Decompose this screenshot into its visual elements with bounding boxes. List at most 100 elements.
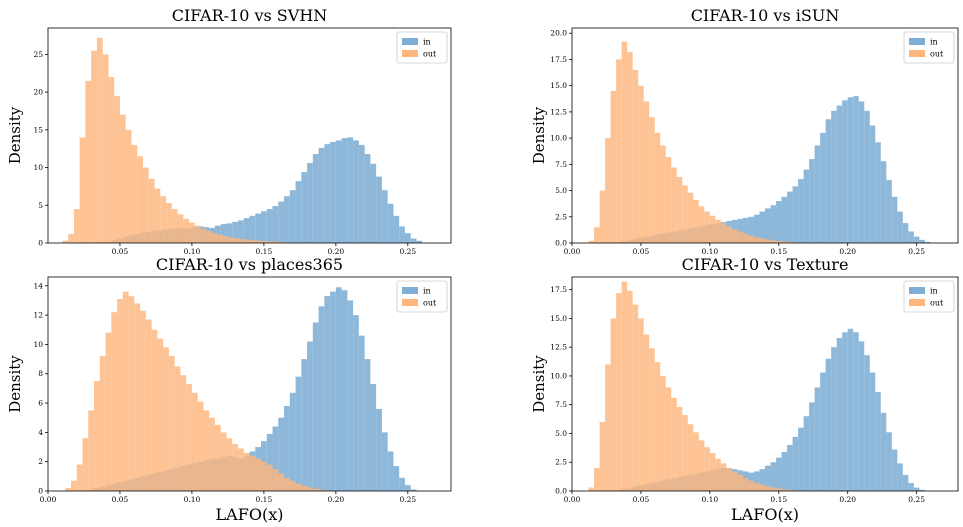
bar-in bbox=[307, 163, 313, 243]
bar-out bbox=[278, 473, 285, 491]
bar-out bbox=[163, 347, 169, 491]
bar-in bbox=[330, 141, 336, 243]
bar-in bbox=[278, 417, 285, 491]
bar-out bbox=[258, 240, 264, 243]
y-tick-label: 7.5 bbox=[555, 400, 567, 409]
bar-in bbox=[410, 238, 417, 243]
bar-out bbox=[203, 410, 210, 491]
bar-out bbox=[301, 485, 308, 491]
bar-in bbox=[347, 300, 354, 491]
bar-out bbox=[166, 203, 172, 243]
bar-in bbox=[272, 426, 279, 491]
bar-in bbox=[759, 469, 765, 491]
y-tick-label: 5.0 bbox=[555, 429, 567, 438]
y-tick-label: 10 bbox=[33, 340, 43, 349]
bar-in bbox=[358, 335, 365, 491]
axes-frame bbox=[571, 276, 959, 492]
bar-out bbox=[605, 138, 611, 243]
bar-out bbox=[206, 230, 213, 243]
bar-out bbox=[307, 487, 313, 491]
bar-out bbox=[610, 90, 617, 244]
y-tick-label: 10.0 bbox=[550, 371, 567, 380]
bar-in bbox=[387, 203, 394, 243]
bar-in bbox=[376, 408, 382, 491]
bar-out bbox=[134, 303, 141, 491]
bar-in bbox=[335, 287, 342, 491]
bar-out bbox=[748, 480, 754, 491]
bar-in bbox=[908, 482, 914, 491]
bar-in bbox=[410, 489, 417, 491]
bar-out bbox=[119, 114, 126, 243]
bar-out bbox=[312, 488, 319, 491]
bar-out bbox=[263, 241, 270, 243]
bar-in bbox=[318, 147, 325, 243]
bar-out bbox=[682, 185, 688, 243]
y-tick-label: 0 bbox=[38, 239, 43, 248]
subplot-title: CIFAR-10 vs places365 bbox=[156, 255, 343, 274]
legend-swatch-out bbox=[909, 299, 925, 306]
legend-label-out: out bbox=[423, 299, 437, 308]
bar-out bbox=[79, 137, 86, 243]
bar-out bbox=[189, 222, 195, 243]
bar-in bbox=[370, 163, 377, 243]
x-tick-label: 0.25 bbox=[399, 247, 416, 256]
x-tick-label: 0.00 bbox=[564, 247, 581, 256]
x-tick-label: 0.25 bbox=[399, 495, 416, 504]
x-tick-label: 0.10 bbox=[184, 495, 201, 504]
bar-in bbox=[880, 161, 887, 243]
bar-out bbox=[616, 59, 622, 244]
bar-out bbox=[621, 281, 628, 491]
bar-out bbox=[91, 50, 97, 244]
bar-out bbox=[229, 237, 236, 243]
bar-out bbox=[599, 421, 606, 491]
x-tick-label: 0.00 bbox=[564, 495, 581, 504]
bar-out bbox=[255, 458, 262, 491]
bar-in bbox=[324, 144, 331, 243]
bar-out bbox=[252, 240, 259, 243]
bar-out bbox=[272, 469, 279, 491]
bar-in bbox=[924, 241, 931, 243]
y-tick-label: 12.5 bbox=[550, 343, 567, 352]
x-tick-label: 0.10 bbox=[184, 247, 201, 256]
bar-in bbox=[803, 169, 810, 243]
bar-in bbox=[312, 322, 319, 491]
bar-out bbox=[171, 209, 178, 243]
bar-in bbox=[803, 416, 810, 491]
bar-in bbox=[831, 347, 837, 491]
subplot-3: 0.00 0.05 0.10 0.15 0.20 0.25 0 2 4 6 8 10 12 14 CIFAR… bbox=[6, 255, 452, 524]
bar-in bbox=[858, 101, 865, 243]
y-tick-label: 17.5 bbox=[550, 55, 567, 64]
x-tick-label: 0.20 bbox=[839, 247, 856, 256]
bar-in bbox=[353, 315, 359, 491]
bar-out bbox=[726, 226, 732, 243]
legend-label-out: out bbox=[930, 299, 944, 308]
bar-out bbox=[85, 80, 92, 244]
bar-out bbox=[214, 425, 221, 491]
bar-out bbox=[759, 484, 765, 491]
bar-in bbox=[301, 172, 308, 243]
bar-out bbox=[720, 223, 727, 243]
bar-in bbox=[284, 405, 290, 491]
bar-in bbox=[347, 137, 354, 243]
bar-in bbox=[335, 140, 342, 243]
bar-out bbox=[266, 464, 273, 491]
y-tick-label: 15 bbox=[33, 125, 43, 134]
y-tick-label: 4 bbox=[38, 428, 43, 437]
bar-out bbox=[649, 117, 655, 243]
bar-out bbox=[770, 487, 777, 491]
bar-out bbox=[671, 397, 677, 491]
bar-out bbox=[114, 95, 120, 243]
bar-out bbox=[687, 424, 694, 491]
legend-swatch-in bbox=[909, 38, 925, 45]
bar-out bbox=[676, 176, 683, 243]
bar-out bbox=[191, 392, 198, 491]
bar-in bbox=[307, 341, 313, 491]
bar-out bbox=[599, 190, 606, 243]
bar-out bbox=[742, 478, 749, 491]
bar-out bbox=[209, 417, 215, 491]
x-tick-label: 0.15 bbox=[770, 495, 787, 504]
legend-label-out: out bbox=[930, 50, 944, 59]
bar-out bbox=[588, 487, 595, 491]
y-tick-label: 15.0 bbox=[550, 81, 567, 90]
bar-out bbox=[94, 381, 100, 491]
